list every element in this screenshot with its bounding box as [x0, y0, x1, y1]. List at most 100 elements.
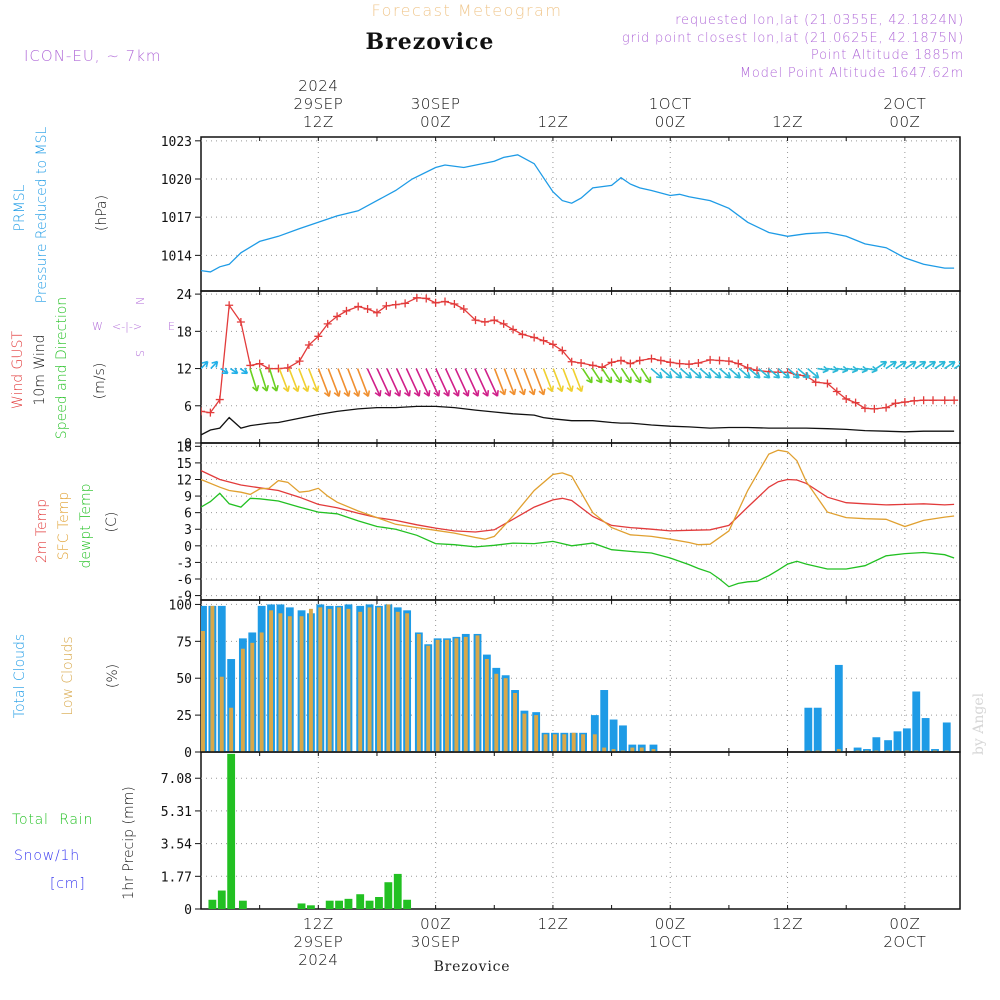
time-label-bottom: 29SEP: [293, 933, 343, 951]
sfc-temp-label: SFC Temp: [56, 492, 72, 560]
y-tick-label: 3: [184, 523, 192, 538]
wind-arrow-head: [462, 390, 470, 397]
gust-marker: [891, 399, 900, 408]
wind-direction-arrow: [601, 368, 613, 384]
gust-marker: [401, 299, 410, 308]
wind-direction-arrow: [640, 368, 652, 384]
wind-direction-arrow: [875, 361, 887, 370]
wind-arrow-head: [802, 371, 810, 379]
low-cloud-bar: [299, 616, 304, 752]
wind-arrow-head: [528, 388, 536, 396]
wind-direction-arrow: [454, 368, 469, 397]
wind-direction-arrow: [944, 361, 956, 370]
wind-direction-arrow: [777, 367, 790, 379]
wind-direction-arrow: [395, 368, 411, 397]
snow-label: Snow/1h: [14, 848, 80, 864]
y-tick-label: -3: [176, 556, 192, 571]
wind-direction-arrow: [523, 368, 535, 396]
gust-marker: [558, 346, 567, 355]
gust-marker: [950, 396, 959, 405]
dewpt-temp-line: [201, 492, 955, 588]
wind-direction-arrow: [611, 368, 622, 384]
wind-arrow-head: [675, 371, 683, 379]
total-cloud-bar: [884, 740, 893, 752]
wind-arrow-head: [518, 388, 526, 396]
y-tick-label: 7.08: [161, 772, 192, 787]
time-label-top: 12Z: [303, 113, 334, 131]
sfc-temp-line: [201, 449, 955, 546]
point-altitude: Point Altitude 1885m: [811, 48, 964, 63]
wind-arrow-head: [221, 367, 229, 375]
wind-direction-arrow: [748, 367, 761, 379]
low-cloud-bar: [308, 608, 313, 752]
wind-arrow-head: [851, 365, 859, 374]
low-cloud-bar: [229, 707, 234, 752]
wind-direction-arrow: [288, 368, 299, 392]
total-cloud-bar: [912, 691, 921, 752]
gust-marker: [459, 304, 468, 313]
y-tick-label: 18: [176, 325, 192, 340]
clouds-panel: 0 25 50 75 100: [169, 598, 961, 761]
wind-arrow-head: [880, 360, 888, 368]
low-cloud-bar: [475, 635, 480, 752]
wind-direction-arrow: [356, 368, 370, 397]
snow-unit-label: [cm]: [50, 876, 85, 892]
pressure-plot-area: [201, 154, 955, 273]
y-tick-label: 0: [184, 746, 192, 761]
wind-arrow-head: [231, 367, 239, 375]
gust-marker: [929, 396, 938, 405]
low-cloud-bar: [836, 749, 841, 752]
compass-e: E: [168, 320, 175, 333]
gust-marker: [490, 316, 499, 325]
wind-arrow-head: [744, 371, 751, 379]
gust-marker: [577, 358, 586, 367]
gust-marker: [743, 363, 752, 372]
wind-arrow-head: [211, 360, 219, 368]
low-cloud-bar: [250, 642, 255, 752]
low-cloud-bar: [463, 636, 468, 752]
wind-arrow-head: [363, 390, 371, 398]
2m-temp-line: [201, 470, 955, 533]
10m-wind-label: 10m Wind: [32, 334, 48, 405]
wind-direction-arrow: [327, 368, 340, 397]
wind-arrow-head: [423, 390, 431, 397]
wind-arrow-head: [724, 371, 732, 379]
wind-arrow-head: [323, 390, 331, 398]
wind-direction-arrow: [767, 367, 780, 379]
low-cloud-bar: [287, 616, 292, 752]
y-tick-label: 1017: [161, 211, 192, 226]
speed-direction-label: Speed and Direction: [54, 297, 70, 439]
wind-gust-line: [201, 297, 955, 414]
gust-marker: [342, 306, 351, 315]
compass-rose: N W <-|-> E S: [92, 297, 175, 357]
gust-marker: [471, 316, 480, 325]
rain-bar: [297, 903, 306, 909]
gust-marker: [694, 358, 703, 367]
gust-marker: [499, 319, 508, 328]
wind-arrow-head: [271, 385, 279, 392]
low-cloud-bar: [494, 673, 499, 752]
total-cloud-bar: [921, 718, 930, 752]
wind-arrow-head: [292, 385, 300, 393]
compass-n: N: [133, 297, 146, 305]
wind-arrow-head: [556, 385, 564, 393]
y-tick-label: 1020: [161, 173, 192, 188]
time-label-bottom: 00Z: [655, 915, 686, 933]
low-cloud-bar: [386, 604, 391, 752]
wind-direction-arrow: [464, 368, 479, 397]
wind-direction-arrow: [210, 360, 219, 370]
wind-direction-arrow: [856, 367, 868, 372]
gust-marker: [832, 387, 841, 396]
time-label-bottom: 00Z: [889, 915, 920, 933]
compass-s: S: [133, 350, 146, 357]
wind-direction-arrow: [728, 367, 741, 379]
time-label-top: 2OCT: [883, 95, 926, 113]
wind-direction-arrow: [444, 368, 460, 397]
wind-direction-arrow: [630, 368, 642, 384]
rain-bar: [384, 882, 393, 909]
wind-direction-arrow: [904, 361, 917, 370]
gust-marker: [656, 356, 665, 365]
y-tick-label: 24: [176, 288, 192, 303]
rain-bar: [335, 900, 343, 909]
